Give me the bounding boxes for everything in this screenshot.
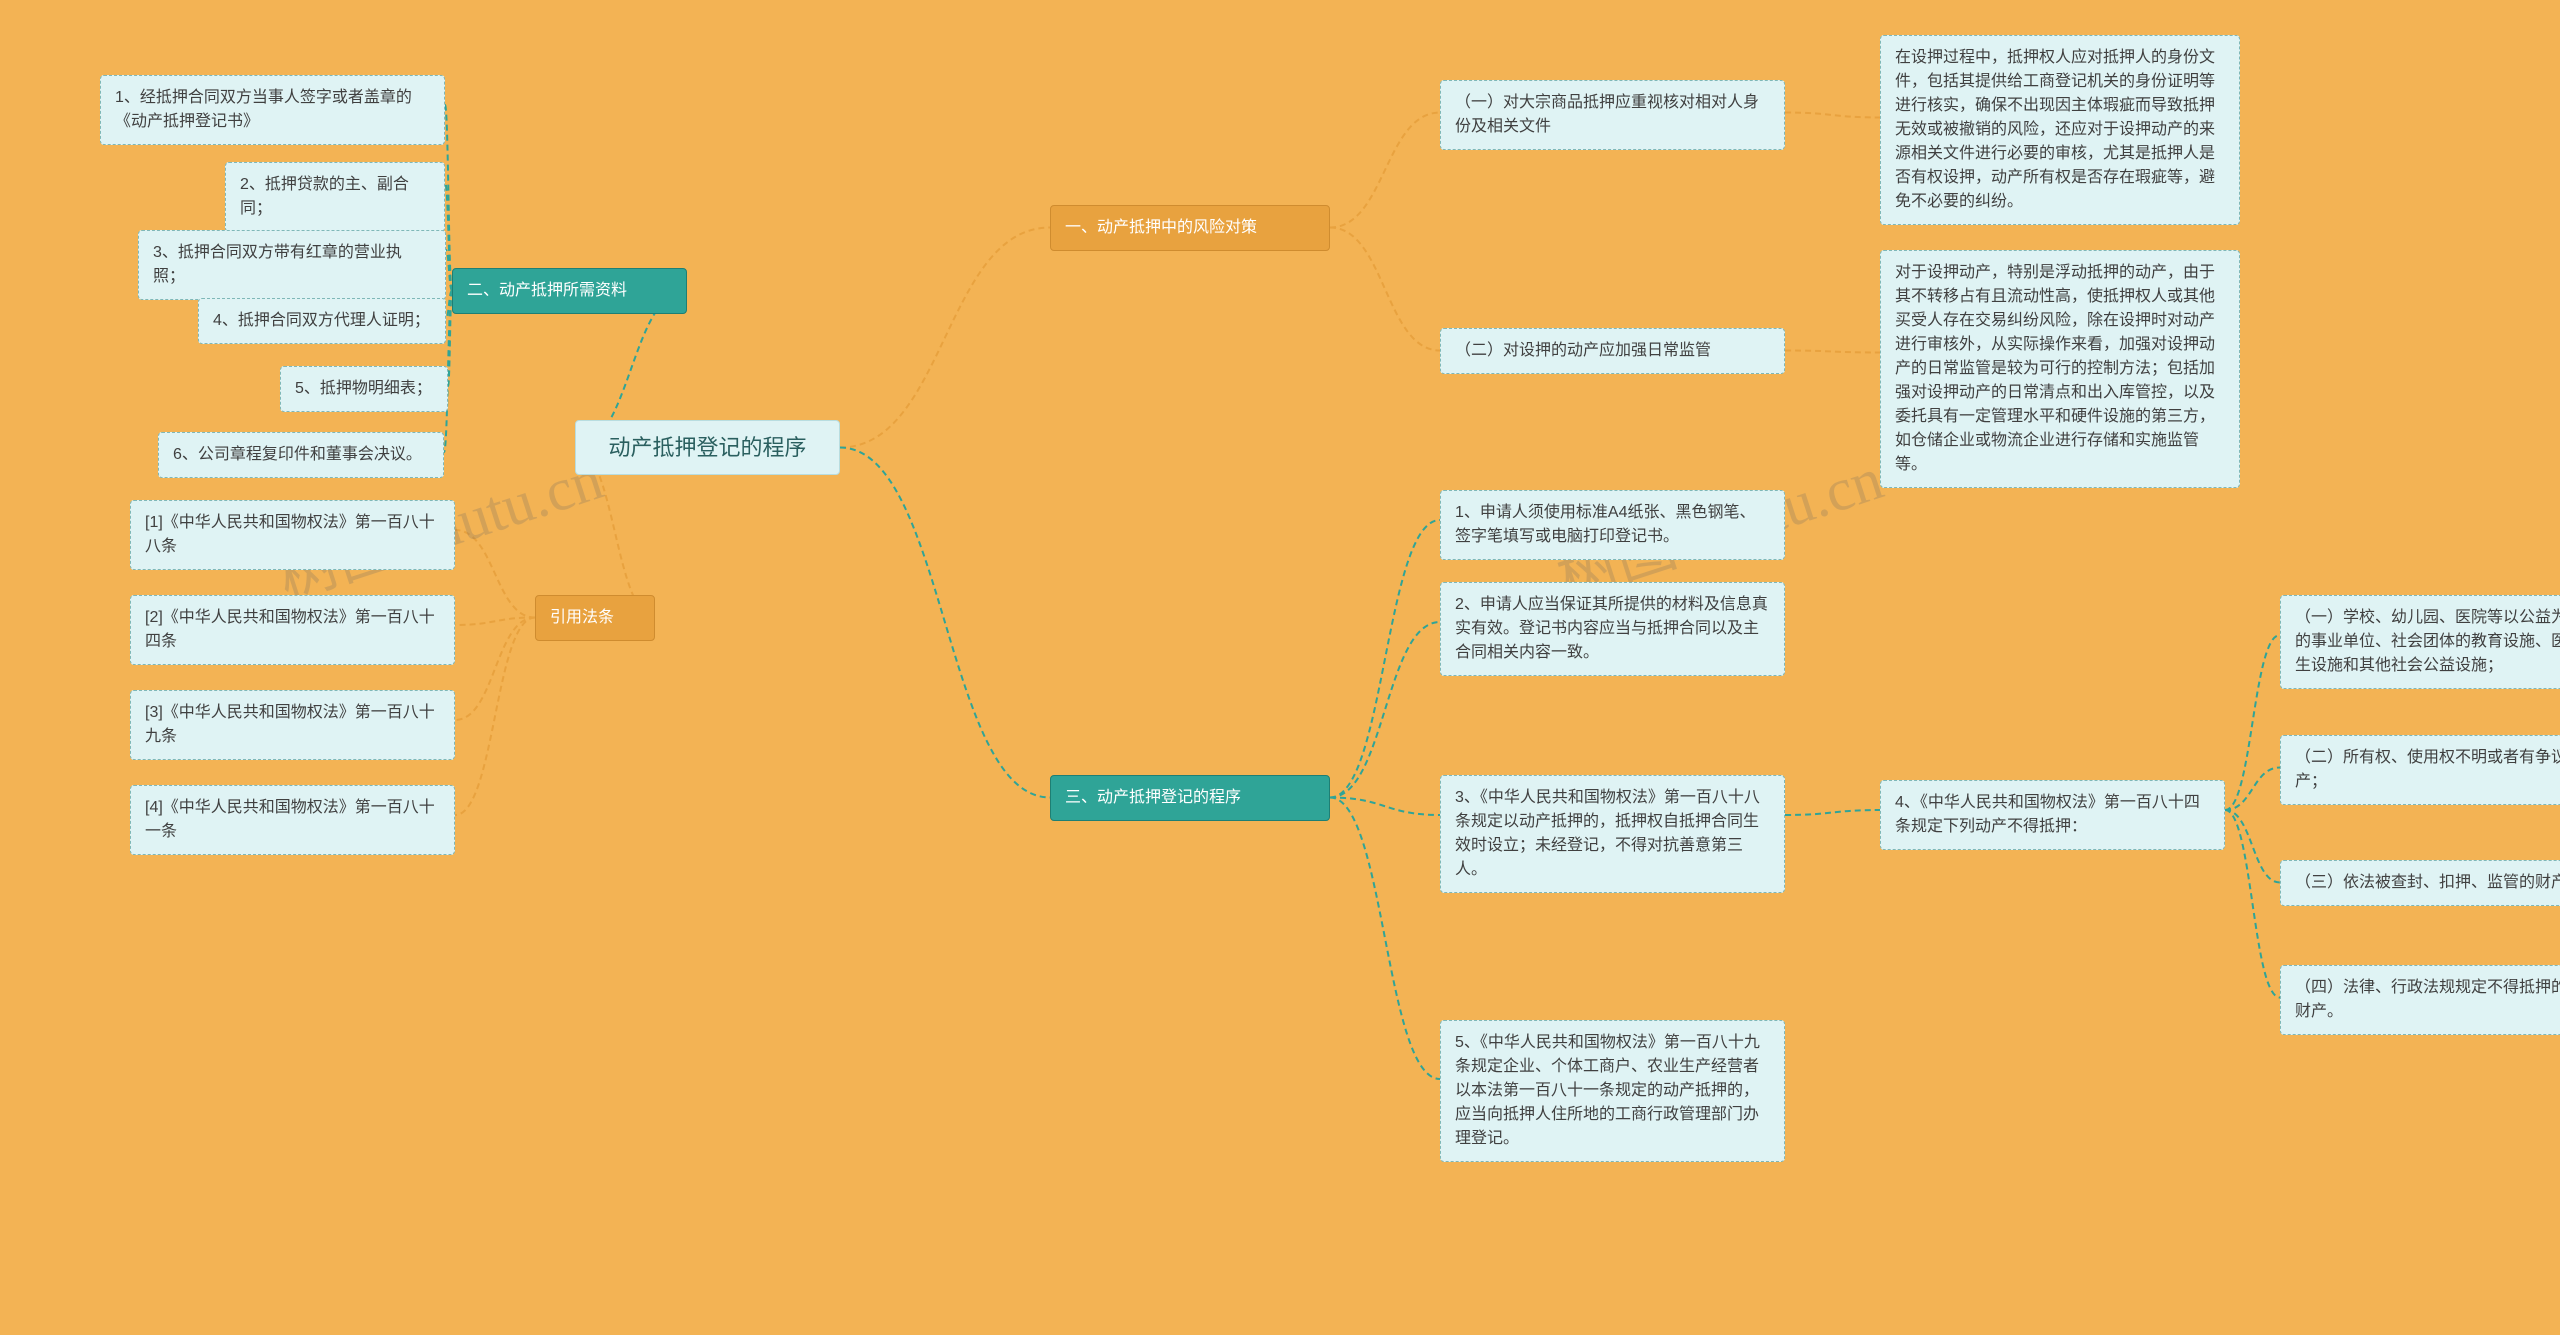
leaf-b3-2[interactable]: 2、申请人应当保证其所提供的材料及信息真实有效。登记书内容应当与抵押合同以及主合… [1440, 582, 1785, 676]
leaf-b3-5[interactable]: 5、《中华人民共和国物权法》第一百八十九条规定企业、个体工商户、农业生产经营者以… [1440, 1020, 1785, 1162]
leaf-b1-1[interactable]: （一）对大宗商品抵押应重视核对相对人身份及相关文件 [1440, 80, 1785, 150]
leaf-b3-1[interactable]: 1、申请人须使用标准A4纸张、黑色钢笔、签字笔填写或电脑打印登记书。 [1440, 490, 1785, 560]
leaf-b2-2[interactable]: 2、抵押贷款的主、副合同； [225, 162, 445, 232]
branch-required-materials[interactable]: 二、动产抵押所需资料 [452, 268, 687, 314]
leaf-b3-4-4[interactable]: （四）法律、行政法规规定不得抵押的其他财产。 [2280, 965, 2560, 1035]
branch-risk-countermeasures[interactable]: 一、动产抵押中的风险对策 [1050, 205, 1330, 251]
mindmap-root[interactable]: 动产抵押登记的程序 [575, 420, 840, 475]
leaf-b4-3[interactable]: [3]《中华人民共和国物权法》第一百八十九条 [130, 690, 455, 760]
leaf-b2-5[interactable]: 5、抵押物明细表； [280, 366, 448, 412]
leaf-b2-6[interactable]: 6、公司章程复印件和董事会决议。 [158, 432, 444, 478]
leaf-b2-1[interactable]: 1、经抵押合同双方当事人签字或者盖章的《动产抵押登记书》 [100, 75, 445, 145]
leaf-b3-4-2[interactable]: （二）所有权、使用权不明或者有争议的财产； [2280, 735, 2560, 805]
leaf-b4-1[interactable]: [1]《中华人民共和国物权法》第一百八十八条 [130, 500, 455, 570]
leaf-b4-4[interactable]: [4]《中华人民共和国物权法》第一百八十一条 [130, 785, 455, 855]
leaf-b3-4-1[interactable]: （一）学校、幼儿园、医院等以公益为目的的事业单位、社会团体的教育设施、医疗卫生设… [2280, 595, 2560, 689]
leaf-b3-4-3[interactable]: （三）依法被查封、扣押、监管的财产； [2280, 860, 2560, 906]
leaf-b4-2[interactable]: [2]《中华人民共和国物权法》第一百八十四条 [130, 595, 455, 665]
leaf-b3-3[interactable]: 3、《中华人民共和国物权法》第一百八十八条规定以动产抵押的，抵押权自抵押合同生效… [1440, 775, 1785, 893]
branch-cited-laws[interactable]: 引用法条 [535, 595, 655, 641]
branch-registration-procedure[interactable]: 三、动产抵押登记的程序 [1050, 775, 1330, 821]
leaf-b1-2[interactable]: （二）对设押的动产应加强日常监管 [1440, 328, 1785, 374]
leaf-b3-4[interactable]: 4、《中华人民共和国物权法》第一百八十四条规定下列动产不得抵押： [1880, 780, 2225, 850]
leaf-b2-4[interactable]: 4、抵押合同双方代理人证明； [198, 298, 446, 344]
leaf-b2-3[interactable]: 3、抵押合同双方带有红章的营业执照； [138, 230, 446, 300]
leaf-b1-2-detail[interactable]: 对于设押动产，特别是浮动抵押的动产，由于其不转移占有且流动性高，使抵押权人或其他… [1880, 250, 2240, 488]
leaf-b1-1-detail[interactable]: 在设押过程中，抵押权人应对抵押人的身份文件，包括其提供给工商登记机关的身份证明等… [1880, 35, 2240, 225]
